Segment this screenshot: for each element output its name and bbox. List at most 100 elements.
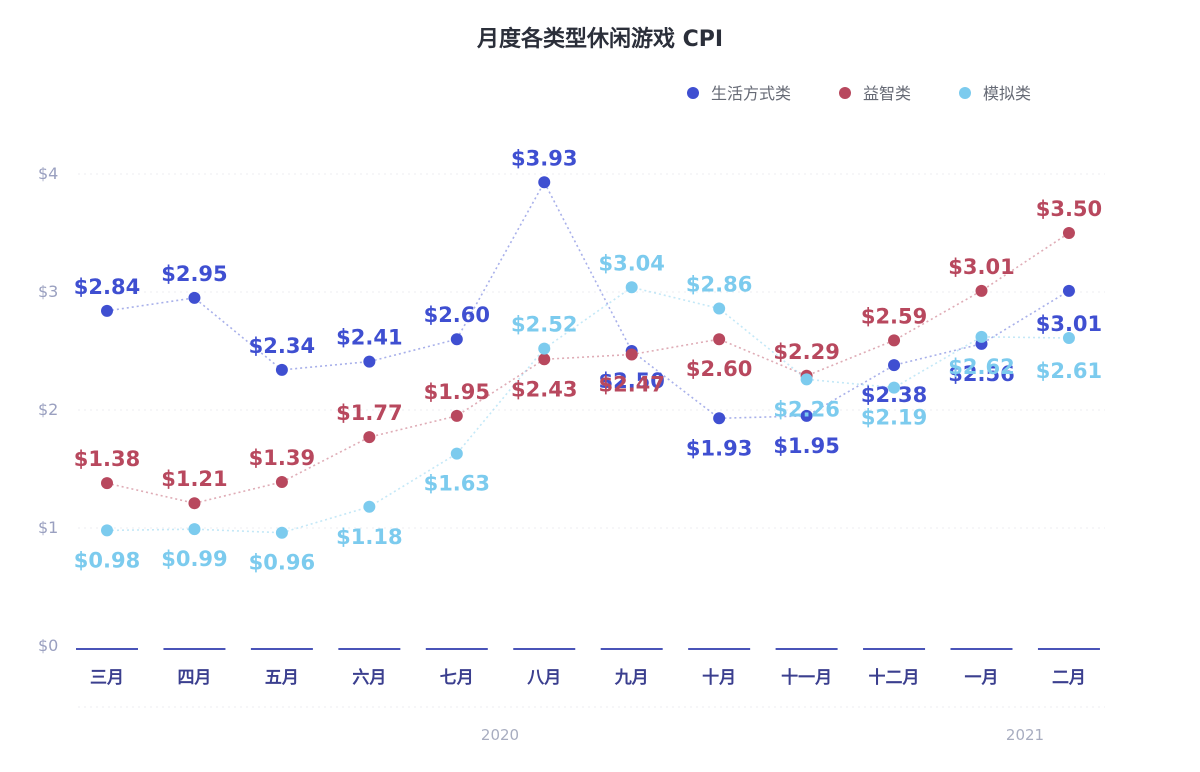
data-point [1062, 284, 1075, 297]
data-label: $3.93 [511, 146, 577, 170]
data-label: $1.63 [424, 472, 490, 496]
data-label: $3.50 [1036, 197, 1102, 221]
data-point [363, 500, 376, 513]
data-point [713, 333, 726, 346]
data-label: $0.98 [74, 548, 140, 572]
x-axis: 三月 四月 五月 六月 七月 八月 九月 十月 十一月 十二月 一月 二月 2020 2021 [76, 648, 1105, 744]
data-point [275, 363, 288, 376]
x-tick-label: 三月 [90, 668, 124, 688]
y-axis: $0 $1 $2 $3 $4 [38, 164, 58, 655]
data-point [275, 475, 288, 488]
year-label: 2020 [481, 726, 519, 744]
data-label: $2.19 [861, 406, 927, 430]
y-tick-label: $2 [38, 400, 58, 419]
data-point [101, 304, 113, 317]
data-label: $2.50 [598, 369, 664, 393]
legend-label: 益智类 [863, 84, 911, 103]
data-point [450, 409, 463, 422]
data-point [625, 281, 638, 294]
data-label: $0.99 [161, 547, 227, 571]
data-point [713, 412, 726, 425]
data-label: $2.43 [511, 377, 577, 401]
data-labels: $2.84 $2.95 $2.34 $2.41 $2.60 $3.93 $2.50 $1.93… [74, 146, 1102, 574]
x-tick-label: 六月 [352, 667, 386, 688]
data-label: $2.29 [773, 340, 839, 364]
x-tick-label: 九月 [614, 668, 649, 688]
data-point [101, 524, 113, 537]
data-label: $3.01 [948, 255, 1014, 279]
data-point [800, 373, 813, 386]
series-line [106, 232, 1070, 505]
data-label: $1.77 [336, 401, 402, 425]
legend-marker [687, 87, 699, 99]
data-label: $2.38 [861, 383, 927, 407]
y-tick-label: $1 [38, 518, 58, 537]
data-label: $1.39 [249, 446, 315, 470]
x-tick-label: 十月 [702, 667, 736, 688]
data-point [1062, 227, 1075, 239]
data-label: $2.34 [249, 334, 315, 358]
data-point [363, 355, 376, 368]
data-label: $2.61 [1036, 359, 1102, 383]
data-label: $3.01 [1036, 312, 1102, 336]
data-point [275, 526, 288, 539]
legend-label: 生活方式类 [711, 84, 791, 103]
data-label: $2.56 [948, 362, 1014, 386]
data-point [975, 330, 988, 343]
data-label: $1.21 [161, 467, 227, 491]
data-label: $2.62 [948, 355, 1014, 379]
data-label: $2.47 [598, 373, 664, 397]
data-point [888, 381, 901, 394]
x-tick-label: 十一月 [781, 667, 832, 688]
x-tick-label: 二月 [1052, 668, 1086, 688]
data-label: $2.52 [511, 313, 577, 337]
data-point [188, 291, 201, 304]
legend: 生活方式类 益智类 模拟类 [687, 84, 1031, 103]
data-point [888, 359, 901, 372]
data-label: $2.60 [424, 303, 490, 327]
x-tick-label: 四月 [177, 668, 211, 688]
x-tick-label: 八月 [527, 668, 561, 688]
legend-marker [959, 87, 971, 99]
y-tick-label: $0 [38, 636, 58, 655]
data-point [975, 284, 988, 297]
data-label: $2.60 [686, 357, 752, 381]
x-tick-label: 五月 [265, 668, 299, 688]
data-label: $2.86 [686, 273, 752, 297]
x-tick-label: 七月 [440, 668, 474, 688]
data-point [1062, 332, 1075, 345]
data-point [363, 431, 376, 444]
series-points [101, 176, 1075, 539]
data-point [101, 477, 113, 490]
year-label: 2021 [1006, 726, 1044, 744]
data-point [800, 409, 813, 422]
data-label: $1.38 [74, 447, 140, 471]
series-lines [106, 180, 1070, 534]
chart-title: 月度各类型休闲游戏 CPI [476, 26, 723, 52]
data-point [713, 302, 726, 315]
data-label: $3.04 [598, 251, 664, 275]
data-point [888, 334, 901, 347]
data-label: $1.93 [686, 436, 752, 460]
data-label: $1.95 [773, 434, 839, 458]
data-point [450, 447, 463, 460]
data-point [450, 333, 463, 346]
data-point [538, 342, 551, 355]
legend-marker [839, 87, 851, 99]
data-label: $0.96 [249, 551, 315, 575]
series-line [106, 286, 1070, 534]
data-label: $2.95 [161, 262, 227, 286]
y-tick-label: $4 [38, 164, 58, 183]
data-label: $2.41 [336, 326, 402, 350]
data-point [538, 353, 551, 366]
data-label: $2.59 [861, 304, 927, 328]
x-tick-label: 十二月 [869, 667, 920, 688]
grid [78, 173, 1105, 529]
data-point [538, 176, 551, 189]
data-label: $1.18 [336, 525, 402, 549]
y-tick-label: $3 [38, 282, 58, 301]
legend-label: 模拟类 [983, 84, 1031, 103]
data-label: $1.95 [424, 380, 490, 404]
data-label: $2.26 [773, 397, 839, 421]
